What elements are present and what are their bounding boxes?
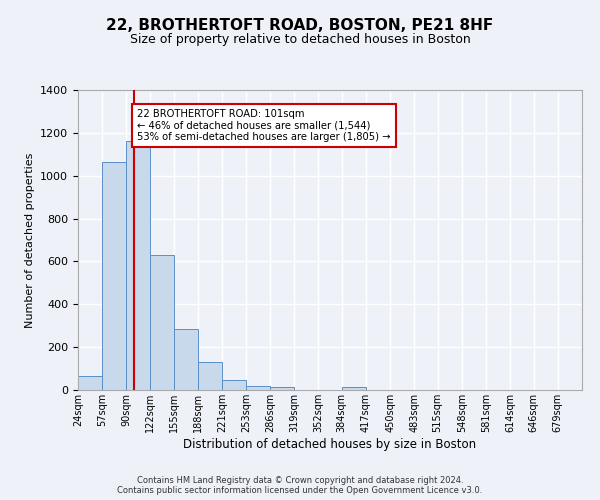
Text: Size of property relative to detached houses in Boston: Size of property relative to detached ho… — [130, 32, 470, 46]
Text: Contains public sector information licensed under the Open Government Licence v3: Contains public sector information licen… — [118, 486, 482, 495]
Bar — [198, 362, 223, 390]
Bar — [78, 376, 102, 390]
Bar — [270, 387, 294, 390]
Bar — [150, 255, 174, 390]
Text: 22, BROTHERTOFT ROAD, BOSTON, PE21 8HF: 22, BROTHERTOFT ROAD, BOSTON, PE21 8HF — [106, 18, 494, 32]
Bar — [174, 329, 198, 390]
Bar — [102, 162, 127, 390]
Bar — [342, 387, 366, 390]
X-axis label: Distribution of detached houses by size in Boston: Distribution of detached houses by size … — [184, 438, 476, 450]
Bar — [127, 142, 150, 390]
Bar — [223, 380, 246, 390]
Text: 22 BROTHERTOFT ROAD: 101sqm
← 46% of detached houses are smaller (1,544)
53% of : 22 BROTHERTOFT ROAD: 101sqm ← 46% of det… — [137, 110, 391, 142]
Y-axis label: Number of detached properties: Number of detached properties — [25, 152, 35, 328]
Text: Contains HM Land Registry data © Crown copyright and database right 2024.: Contains HM Land Registry data © Crown c… — [137, 476, 463, 485]
Bar — [246, 386, 270, 390]
